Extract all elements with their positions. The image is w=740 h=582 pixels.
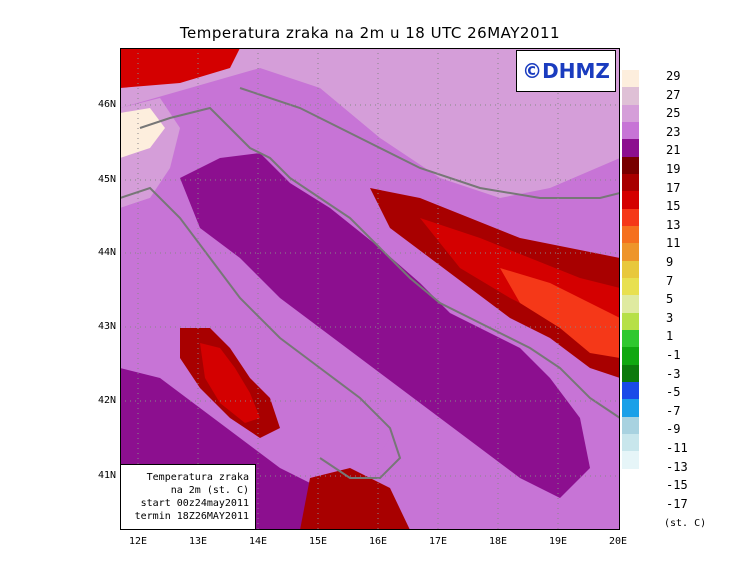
legend-swatch (622, 381, 639, 400)
legend-label: -13 (666, 459, 688, 474)
legend-label: 5 (666, 292, 674, 307)
lon-label: 15E (308, 536, 328, 547)
italy-land (120, 198, 390, 468)
info-line: Temperatura zraka (146, 472, 249, 483)
legend-label: -3 (666, 366, 681, 381)
legend-label: 21 (666, 143, 681, 158)
legend-label: 29 (666, 69, 681, 83)
lon-label: 19E (548, 536, 568, 547)
legend-swatch (622, 295, 639, 313)
legend-label: -11 (666, 441, 688, 455)
legend-label: 15 (666, 199, 681, 214)
legend-label: 27 (666, 87, 681, 102)
legend-label: -1 (666, 348, 681, 362)
lon-label: 20E (608, 536, 628, 547)
legend-label: 1 (666, 329, 674, 344)
northwest-warm-zone (120, 48, 240, 88)
legend-swatch (622, 70, 639, 88)
legend-swatch (622, 364, 639, 382)
lon-label: 12E (128, 536, 148, 547)
color-legend (622, 70, 639, 486)
legend-label: 17 (666, 180, 681, 195)
legend-swatch (622, 191, 639, 209)
map-title: Temperatura zraka na 2m u 18 UTC 26MAY20… (179, 24, 561, 42)
legend-label: 7 (666, 273, 674, 288)
lat-label: 41N (97, 470, 116, 481)
legend-swatch (622, 347, 639, 365)
map-frame (120, 48, 620, 530)
inland-border (239, 87, 620, 199)
lat-label: 45N (97, 174, 116, 185)
legend-label: -17 (666, 496, 688, 511)
lon-label: 13E (188, 536, 208, 547)
legend-label: 11 (666, 236, 681, 251)
adriatic-sea (180, 153, 590, 498)
lon-label: 16E (368, 536, 388, 547)
legend-swatch (622, 416, 639, 434)
balkan-hottest-zone (500, 268, 620, 358)
coastline (139, 106, 620, 419)
legend-swatch (622, 225, 639, 244)
legend-label: -15 (666, 478, 688, 493)
legend-swatch (622, 139, 639, 157)
bottom-warm-zone (300, 468, 410, 530)
legend-swatch (622, 121, 639, 140)
legend-label: 3 (666, 310, 674, 325)
temperature-map (120, 48, 620, 530)
info-box: Temperatura zraka na 2m (st. C) start 00… (120, 464, 256, 530)
legend-label: -5 (666, 385, 681, 400)
info-line: termin 18Z26MAY2011 (134, 511, 249, 522)
legend-swatch (622, 260, 639, 278)
legend-label: 9 (666, 255, 674, 269)
lat-label: 44N (97, 247, 116, 258)
italian-coastline (120, 186, 402, 479)
lon-label: 14E (248, 536, 268, 547)
legend-label: 23 (666, 124, 681, 139)
legend-swatch (622, 399, 639, 417)
legend-swatch (622, 329, 639, 348)
lat-label: 46N (97, 99, 116, 110)
lat-label: 42N (97, 395, 116, 406)
legend-swatch (622, 87, 639, 105)
lon-label: 17E (428, 536, 448, 547)
legend-swatch (622, 173, 639, 192)
legend-label: -9 (666, 422, 681, 437)
legend-label: 13 (666, 217, 681, 232)
legend-swatch (622, 208, 639, 226)
lat-label: 43N (97, 321, 116, 332)
legend-swatch (622, 243, 639, 261)
graticule (120, 48, 620, 530)
legend-swatch (622, 104, 639, 122)
legend-swatch (622, 451, 639, 469)
legend-swatch (622, 277, 639, 296)
northern-light-zone (120, 48, 620, 198)
south-italy-hot-zone (200, 343, 260, 423)
info-line: start 00z24may2011 (140, 498, 249, 509)
legend-swatch (622, 156, 639, 174)
legend-label: 25 (666, 106, 681, 121)
legend-units: (st. C) (664, 518, 707, 529)
lon-label: 18E (488, 536, 508, 547)
legend-swatch (622, 433, 639, 452)
po-valley-warm-zone (120, 108, 165, 158)
legend-label: -7 (666, 403, 681, 418)
dhmz-credit-logo: ©DHMZ (516, 50, 616, 92)
info-line: na 2m (st. C) (170, 485, 249, 496)
legend-swatch (622, 312, 639, 330)
legend-label: 19 (666, 162, 681, 176)
